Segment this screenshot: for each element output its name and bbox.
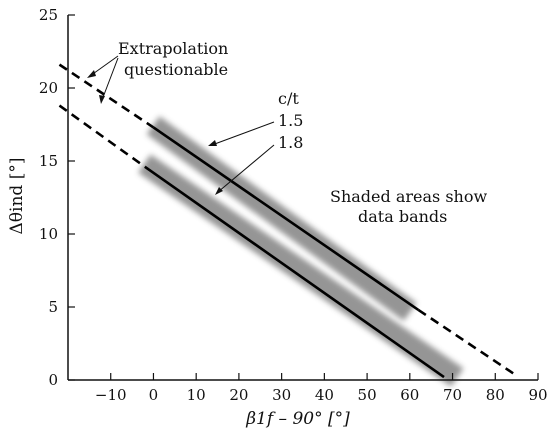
series-line: [152, 126, 420, 311]
series-extrapolation-line: [58, 63, 155, 129]
y-tick-label: 5: [48, 298, 58, 316]
y-tick-label: 15: [39, 152, 58, 170]
x-tick-label: 0: [149, 386, 159, 404]
y-ticks: 0 5 10 15 20 25: [39, 6, 75, 389]
legend-arrow-1: [211, 121, 275, 146]
extrapolation-label-line2: questionable: [124, 60, 228, 79]
data-bands: [138, 116, 464, 387]
legend-arrow-2: [217, 144, 275, 193]
x-axis-label: β1f – 90° [°]: [245, 409, 350, 429]
legend-title: c/t: [278, 89, 299, 108]
x-tick-label: 90: [528, 386, 547, 404]
x-ticks: −10 0 10 20 30 40 50 60 70 80 90: [95, 373, 548, 404]
x-tick-label: 50: [358, 386, 377, 404]
y-axis-label: Δθind [°]: [7, 158, 27, 235]
series-line: [144, 165, 445, 379]
series-lines: [58, 63, 518, 379]
x-tick-label: 30: [272, 386, 291, 404]
x-tick-label: 70: [443, 386, 462, 404]
legend-item-2: 1.8: [278, 133, 303, 152]
extrapolation-arrowhead-1: [87, 70, 96, 78]
extrapolation-label-line1: Extrapolation: [118, 39, 228, 58]
legend-item-1: 1.5: [278, 111, 303, 130]
y-tick-label: 20: [39, 79, 58, 97]
y-tick-label: 0: [48, 371, 58, 389]
shaded-note-line2: data bands: [358, 207, 447, 226]
y-tick-label: 25: [39, 6, 58, 24]
extrapolation-arrow-2: [101, 57, 119, 101]
series-extrapolation-line: [417, 308, 518, 377]
data-band: [138, 154, 464, 387]
x-tick-label: 60: [400, 386, 419, 404]
y-tick-label: 10: [39, 225, 58, 243]
x-tick-label: 20: [229, 386, 248, 404]
legend-arrowhead-1: [208, 140, 217, 146]
x-tick-label: 80: [486, 386, 505, 404]
legend-arrowhead-2: [215, 187, 223, 195]
shaded-note-line1: Shaded areas show: [330, 187, 487, 206]
x-tick-label: 40: [315, 386, 334, 404]
extrapolation-arrowhead-2: [99, 95, 105, 104]
x-tick-label: 10: [187, 386, 206, 404]
series-extrapolation-line: [58, 104, 146, 168]
x-tick-label: −10: [95, 386, 127, 404]
